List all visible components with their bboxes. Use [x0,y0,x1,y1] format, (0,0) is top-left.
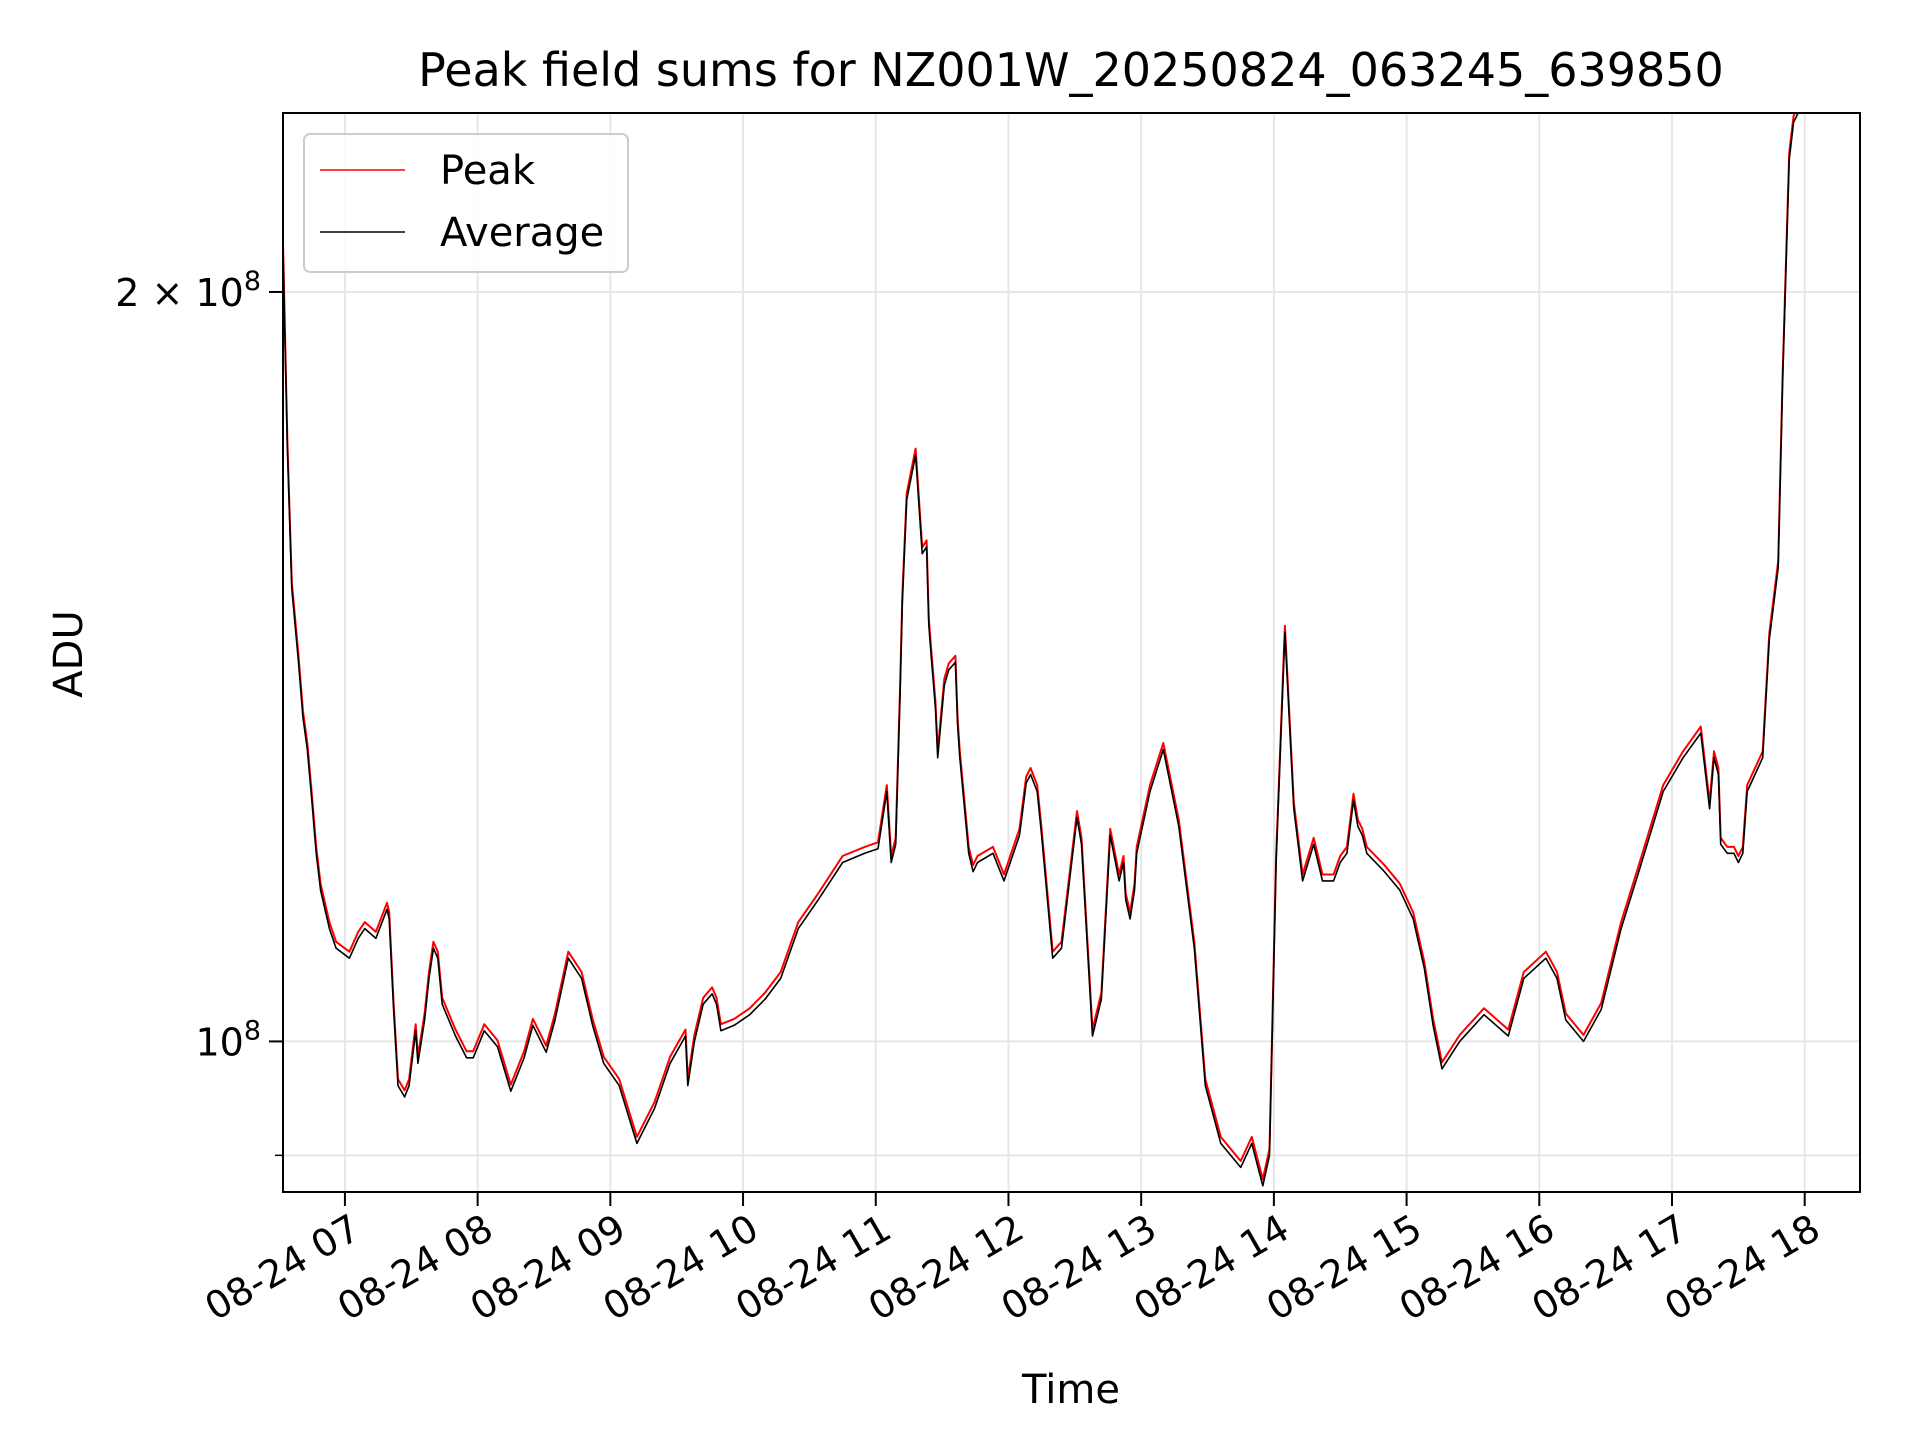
x-axis-label: Time [1021,1367,1120,1413]
y-tick-exponent: 8 [244,1015,261,1046]
legend: Peak Average [303,133,629,273]
y-tick-base: 10 [195,1020,243,1064]
y-tick-label: 2 × 108 [115,266,261,315]
y-tick-exponent: 8 [244,266,261,297]
series-peak-line [283,113,1797,1181]
y-tick-mantissa: 2 × [115,271,195,315]
y-axis-label: ADU [46,610,92,697]
chart-title: Peak field sums for NZ001W_20250824_0632… [418,43,1724,97]
legend-box [303,133,629,273]
y-tick-label: 108 [195,1015,261,1064]
grid [283,113,1860,1192]
plot-frame [282,112,1861,1193]
series-average-line [283,113,1799,1187]
y-tick-base: 10 [195,271,243,315]
plot-series [283,113,1799,1187]
legend-peak-label: Peak [440,148,536,194]
legend-average-label: Average [440,210,604,256]
